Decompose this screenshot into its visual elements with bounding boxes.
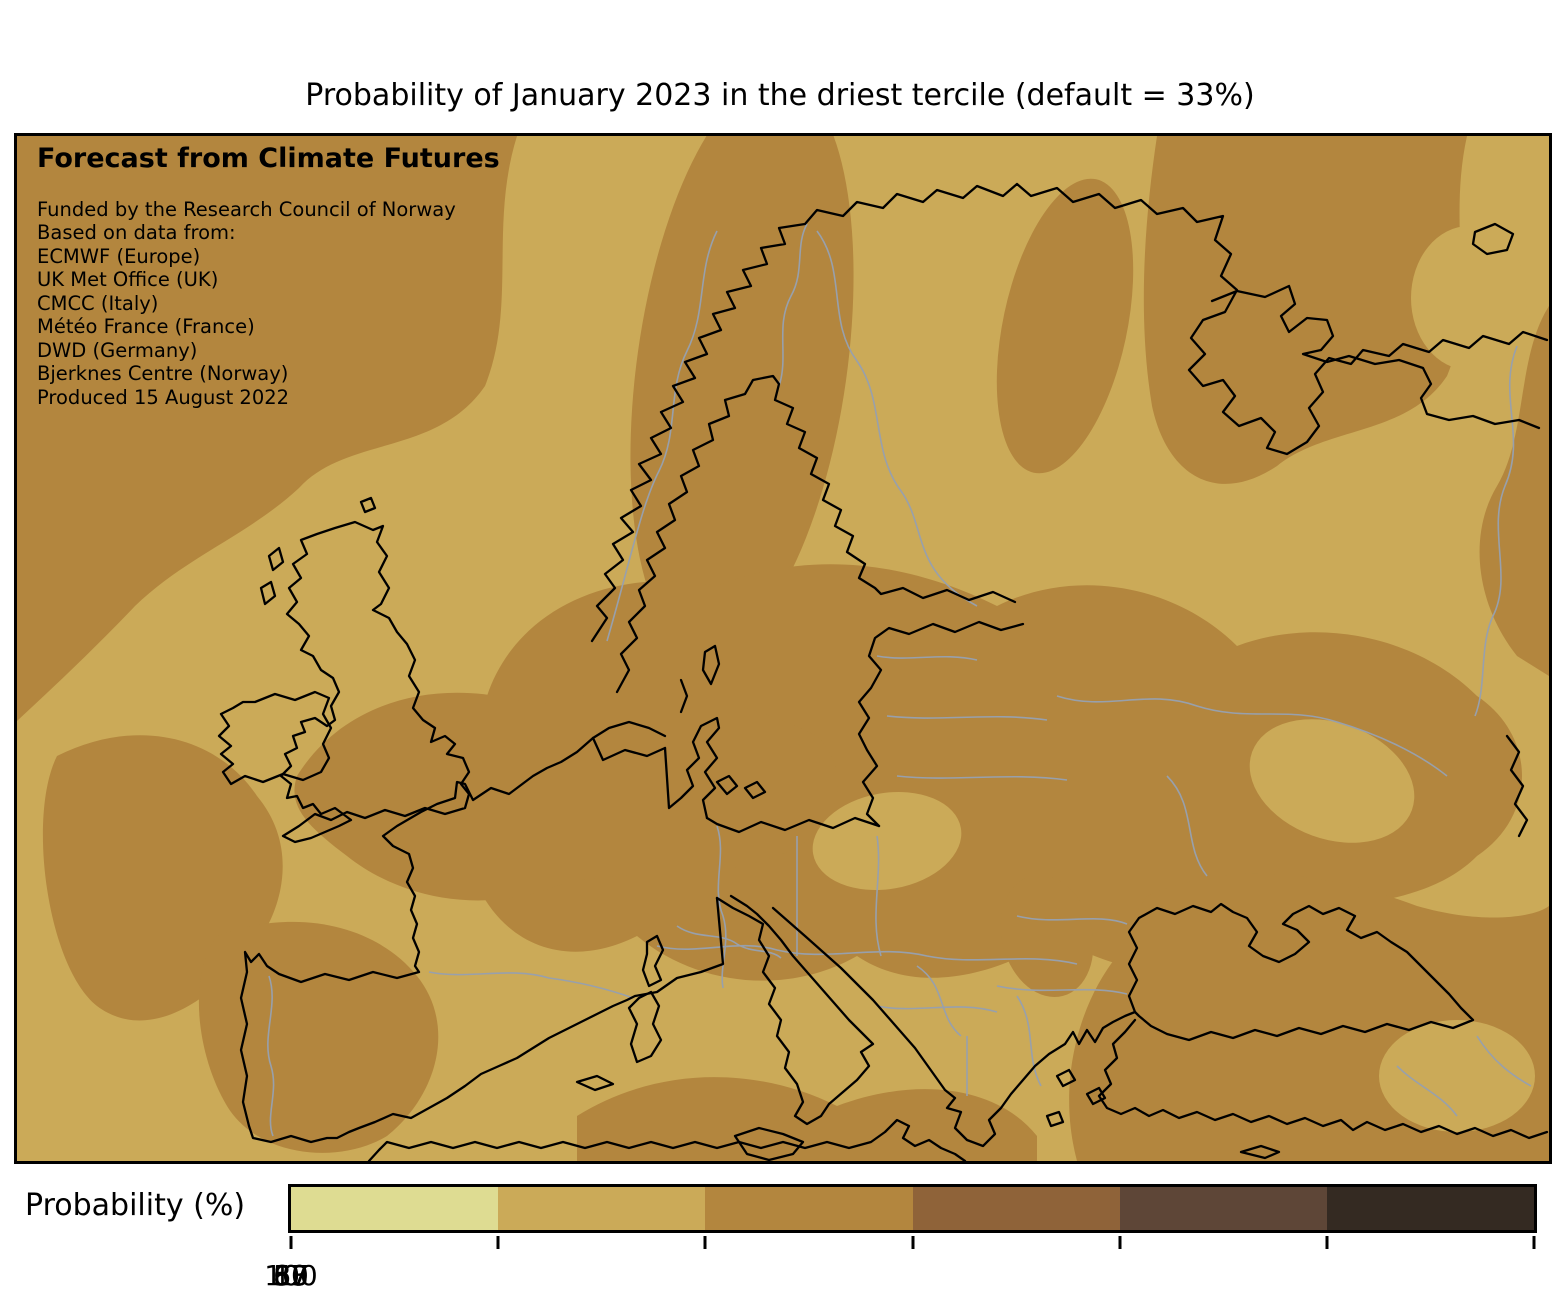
overlay-line: Funded by the Research Council of Norway [37, 197, 456, 221]
colorbar-segment-0-17 [291, 1187, 499, 1230]
probability-region-high [17, 136, 1549, 1161]
country-borders [267, 223, 1532, 1137]
overlay-line: Produced 15 August 2022 [37, 385, 290, 409]
map-frame: Forecast from Climate Futures Funded by … [14, 133, 1552, 1164]
colorbar-ticklabel: 33 [273, 1259, 309, 1292]
colorbar-segments [291, 1187, 1535, 1230]
overlay-heading: Forecast from Climate Futures [37, 143, 500, 174]
colorbar-tick [703, 1236, 707, 1249]
overlay-line: Bjerknes Centre (Norway) [37, 362, 289, 386]
coastlines [217, 182, 1549, 1161]
overlay-line: DWD (Germany) [37, 338, 198, 362]
colorbar-tick [1532, 1236, 1536, 1249]
colorbar-label: Probability (%) [25, 1188, 246, 1223]
colorbar-tick [911, 1236, 914, 1249]
overlay-line: Météo France (France) [37, 315, 255, 339]
overlay-line: Based on data from: [37, 221, 236, 245]
probability-region-low-holes [812, 226, 1535, 1132]
colorbar-segment-17-33 [498, 1187, 706, 1230]
colorbar-tick [496, 1236, 500, 1249]
map-overlay-text: Forecast from Climate Futures Funded by … [37, 144, 677, 409]
colorbar-ticklabel: 83 [273, 1259, 309, 1292]
colorbar-ticklabel: 100 [264, 1259, 318, 1292]
colorbar-segment-83-100 [1326, 1187, 1535, 1230]
colorbar-ticklabel: 17 [273, 1259, 309, 1292]
overlay-line: ECMWF (Europe) [37, 244, 201, 268]
colorbar-segment-33-50 [705, 1187, 913, 1230]
colorbar: 0 17 33 50 67 83 100 [264, 1184, 1537, 1292]
colorbar-tick [289, 1236, 293, 1249]
colorbar-ticklabel: 50 [273, 1259, 309, 1292]
colorbar-tick [1325, 1236, 1329, 1249]
colorbar-ticklabel: 0 [282, 1259, 300, 1292]
colorbar-ticklabel: 67 [273, 1259, 309, 1292]
page-title: Probability of January 2023 in the dries… [305, 78, 1255, 113]
colorbar-segment-50-67 [912, 1187, 1120, 1230]
colorbar-tick [1118, 1236, 1122, 1249]
map-canvas [17, 136, 1549, 1161]
overlay-line: UK Met Office (UK) [37, 268, 219, 292]
overlay-line: CMCC (Italy) [37, 291, 159, 315]
colorbar-segment-67-83 [1119, 1187, 1327, 1230]
